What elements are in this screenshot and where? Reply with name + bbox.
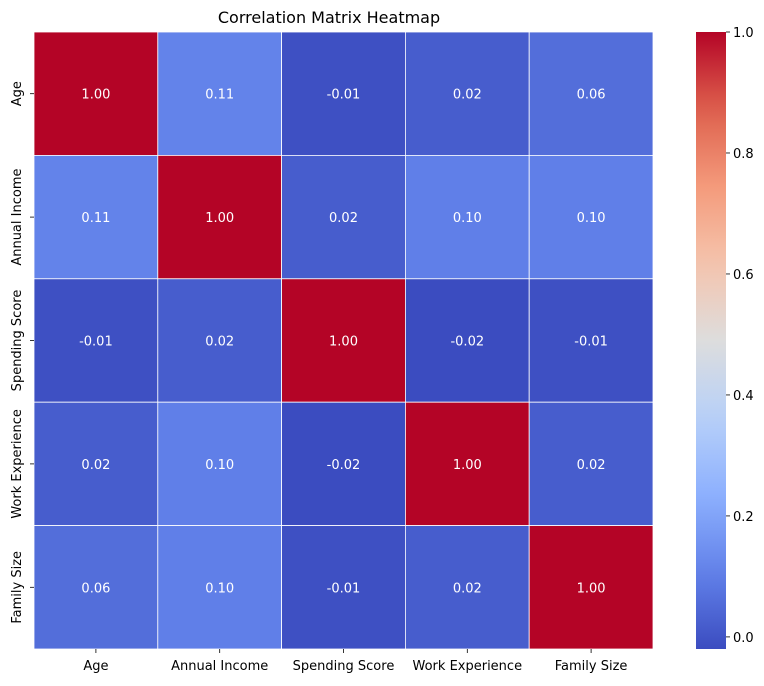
x-tick-label: Spending Score [293,659,395,674]
heatmap-cell [157,31,283,156]
y-tick-label: Age [10,81,25,106]
cell-value-label: -0.02 [450,335,484,350]
x-tick-label: Annual Income [171,659,268,674]
cell-value-label: 0.10 [453,211,482,226]
colorbar-tick-label: 0.6 [733,268,754,283]
heatmap-cell [528,401,654,527]
cell-value-label: 0.02 [205,335,234,350]
cell-value-label: 0.11 [81,211,110,226]
heatmap-cell [157,154,283,280]
heatmap-cell [157,278,283,403]
cell-value-label: -0.02 [327,458,361,473]
heatmap-cell [528,278,654,403]
cell-value-label: 1.00 [205,211,234,226]
chart-title: Correlation Matrix Heatmap [218,8,440,27]
cell-value-label: -0.01 [327,581,361,596]
cell-value-labels: 1.00 0.11 -0.01 0.02 0.06 0.11 1.00 0.02 0.10 0.1… [79,88,608,597]
heatmap-cell [528,154,654,280]
cell-value-label: 0.02 [453,581,482,596]
cell-value-label: 1.00 [453,458,482,473]
cell-value-label: 1.00 [81,88,110,103]
heatmap-cell [281,278,406,403]
heatmap-cells [33,31,654,650]
heatmap-cell [528,31,654,156]
heatmap-cell [404,401,530,527]
colorbar-tick-label: 0.4 [733,389,754,404]
cell-value-label: 1.00 [329,335,358,350]
x-tick-label: Age [83,659,108,674]
y-tick-label: Family Size [10,551,25,624]
cell-value-label: 0.10 [205,458,234,473]
cell-value-label: -0.01 [327,88,361,103]
cell-value-label: 0.06 [81,581,110,596]
y-tick-label: Work Experience [10,409,25,519]
colorbar-gradient [696,32,726,649]
heatmap-cell [33,154,159,280]
x-tick-label: Family Size [555,659,628,674]
cell-value-label: -0.01 [79,335,113,350]
cell-value-label: 0.06 [577,88,606,103]
cell-value-label: 0.02 [453,88,482,103]
cell-value-label: 1.00 [577,581,606,596]
cell-value-label: 0.02 [329,211,358,226]
heatmap-cell [157,401,283,527]
x-tick-label: Work Experience [413,659,523,674]
heatmap-cell [281,401,406,527]
cell-value-label: 0.10 [577,211,606,226]
cell-value-label: -0.01 [574,335,608,350]
heatmap-cell [281,31,406,156]
cell-value-label: 0.10 [205,581,234,596]
colorbar-tick-label: 0.8 [733,147,754,162]
heatmap-cell [404,31,530,156]
heatmap-cell [281,525,406,650]
heatmap-cell [404,278,530,403]
colorbar-tick-label: 0.2 [733,510,754,525]
cell-value-label: 0.11 [205,88,234,103]
colorbar: 0.0 0.2 0.4 0.6 0.8 1.0 [696,26,754,649]
axes: Age Annual Income Spending Score Work Exper… [10,81,627,674]
heatmap-cell [33,31,159,156]
y-tick-label: Spending Score [10,290,25,392]
cell-value-label: 0.02 [577,458,606,473]
heatmap-cell [528,525,654,650]
heatmap-cell [281,154,406,280]
heatmap-cell [33,525,159,650]
heatmap-cell [157,525,283,650]
colorbar-tick-label: 0.0 [733,631,754,646]
y-tick-label: Annual Income [10,169,25,266]
colorbar-tick-label: 1.0 [733,26,754,41]
cell-value-label: 0.02 [81,458,110,473]
